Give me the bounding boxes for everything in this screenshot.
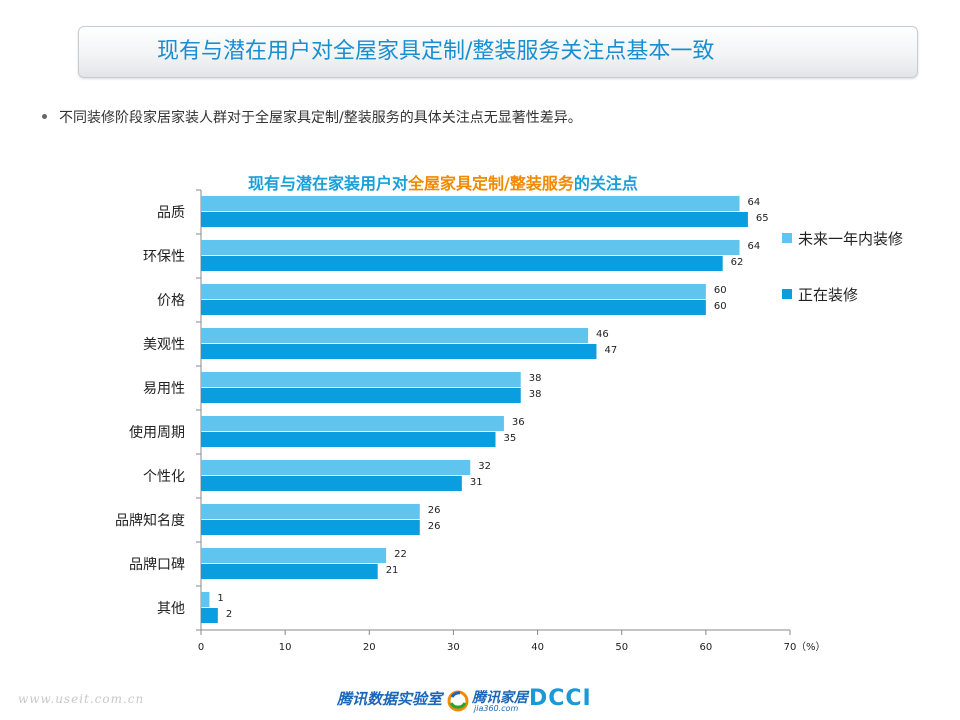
bar-current [201,476,462,491]
data-label: 31 [470,477,483,488]
data-label: 64 [748,241,761,252]
legend-swatch-future-icon [782,232,792,243]
data-label: 65 [756,213,769,224]
title-bar: 现有与潜在用户对全屋家具定制/整装服务关注点基本一致 [78,26,918,78]
data-label: 60 [714,285,727,296]
page-title: 现有与潜在用户对全屋家具定制/整装服务关注点基本一致 [157,39,715,64]
x-tick-label: 30 [447,642,460,653]
bar-current [201,432,496,447]
bullet-text: 不同装修阶段家居家装人群对于全屋家具定制/整装服务的具体关注点无显著性差异。 [59,110,582,126]
tencent-home-url: jia360.com [474,704,519,713]
footer: www.useit.com.cn 腾讯数据实验室 腾讯家居 jia360.com… [0,684,960,720]
data-label: 46 [596,329,609,340]
category-label: 易用性 [143,381,185,397]
dcci-logo: DCCI [529,686,592,711]
data-label: 1 [217,593,223,604]
x-tick-label: 60 [699,642,712,653]
data-label: 32 [478,461,491,472]
bar-current [201,344,597,359]
bar-future [201,284,706,299]
legend-swatch-current-icon [782,288,792,299]
data-label: 36 [512,417,525,428]
data-label: 38 [529,373,542,384]
tencent-home-logo: 腾讯家居 jia360.com [446,686,528,716]
bar-future [201,548,387,563]
bar-current [201,300,706,315]
x-tick-label: 40 [531,642,544,653]
legend-label-future: 未来一年内装修 [798,230,904,248]
data-label: 62 [731,257,744,268]
category-label: 其他 [157,601,185,617]
x-axis-unit-label: （%） [796,641,826,653]
category-label: 品牌知名度 [115,512,185,529]
legend-item-future: 未来一年内装修 [782,228,903,250]
bullet-dot-icon [42,113,47,119]
bar-future [201,504,420,519]
data-label: 26 [428,521,441,532]
chart-title-part-1: 现有与潜在家装用户对 [248,174,409,193]
x-tick-label: 10 [279,642,292,653]
category-label: 美观性 [143,337,185,353]
bar-future [201,460,471,475]
x-tick-label: 20 [363,642,376,653]
category-label: 价格 [157,293,185,309]
bar-future [201,240,740,255]
bar-future [201,196,740,211]
bar-current [201,212,748,227]
category-label: 品牌口碑 [129,556,185,573]
x-tick-label: 0 [198,642,204,653]
category-label: 个性化 [143,469,185,485]
bar-current [201,564,378,579]
data-label: 60 [714,301,727,312]
data-label: 21 [386,565,399,576]
bar-current [201,388,521,403]
bar-future [201,592,210,607]
bar-current [201,520,420,535]
tencent-data-lab-logo: 腾讯数据实验室 [337,690,443,708]
category-label: 使用周期 [129,424,185,441]
bar-current [201,608,218,623]
data-label: 22 [394,549,407,560]
bar-current [201,256,723,271]
x-tick-label: 70 [784,642,797,653]
data-label: 26 [428,505,441,516]
data-label: 38 [529,389,542,400]
watermark: www.useit.com.cn [18,692,145,706]
tencent-home-text: 腾讯家居 [472,690,528,706]
data-label: 64 [748,197,761,208]
legend-label-current: 正在装修 [798,286,859,304]
data-label: 47 [604,345,617,356]
bar-future [201,416,504,431]
chart-title-part-3: 的关注点 [573,174,638,193]
bar-future [201,372,521,387]
chart-title-part-2: 全屋家具定制/整装服务 [408,174,574,193]
category-label: 环保性 [143,249,185,265]
legend-item-current: 正在装修 [782,284,903,306]
chart-title: 现有与潜在家装用户对全屋家具定制/整装服务的关注点 [248,170,638,194]
category-label: 品质 [157,205,185,221]
bar-future [201,328,589,343]
bullet-point: 不同装修阶段家居家装人群对于全屋家具定制/整装服务的具体关注点无显著性差异。 [42,107,582,127]
chart-legend: 未来一年内装修 正在装修 [782,228,903,340]
data-label: 35 [504,433,517,444]
tencent-home-swirl-icon [447,690,469,712]
x-tick-label: 50 [615,642,628,653]
data-label: 2 [226,609,232,620]
